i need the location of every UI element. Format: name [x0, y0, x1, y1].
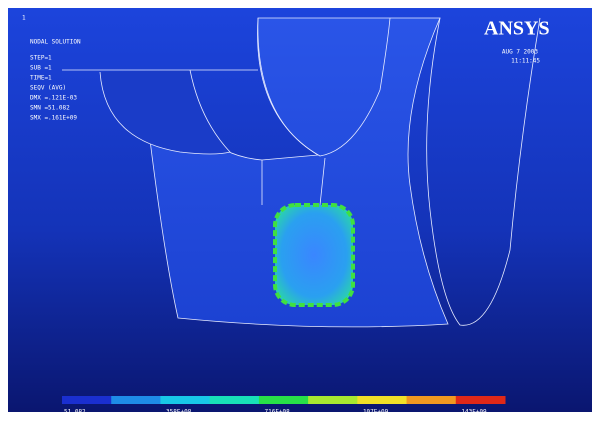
page: 1 NODAL SOLUTION STEP=1 SUB =1 TIME=1 SEQV (… [0, 0, 601, 436]
legend-swatch [407, 396, 457, 404]
window-number: 1 [22, 15, 26, 22]
legend-label: .125E+09 [409, 418, 438, 425]
legend-swatch [62, 396, 112, 404]
legend-label: .161E+09 [507, 418, 536, 425]
info-line: TIME=1 [30, 75, 52, 82]
legend-swatch [160, 396, 210, 404]
info-line: SMX =.161E+09 [30, 115, 77, 122]
info-line: STEP=1 [30, 55, 52, 62]
legend-swatch [259, 396, 309, 404]
info-line: NODAL SOLUTION [30, 39, 81, 46]
time: 11:11:45 [511, 58, 540, 65]
stress-concentration [275, 205, 353, 305]
brand: ANSYS [484, 18, 550, 40]
legend-label: 51.082 [64, 409, 86, 416]
legend-swatch [111, 396, 161, 404]
info-line: DMX =.121E-03 [30, 95, 77, 102]
info-line: SEQV (AVG) [30, 85, 66, 92]
legend-swatch [357, 396, 407, 404]
legend-swatch [456, 396, 506, 404]
info-line: SMN =51.082 [30, 105, 70, 112]
legend-label: .537E+08 [212, 418, 241, 425]
legend-label: .358E+08 [162, 409, 191, 416]
info-line: SUB =1 [30, 65, 52, 72]
legend-swatch [210, 396, 260, 404]
date: AUG 7 2003 [502, 49, 539, 56]
legend-label: .143E+09 [458, 409, 487, 416]
screenshot: 1 NODAL SOLUTION STEP=1 SUB =1 TIME=1 SEQV (… [0, 0, 601, 436]
legend-label: .716E+08 [261, 409, 290, 416]
legend-label: .107E+09 [359, 409, 388, 416]
legend-label: .179E+08 [113, 418, 142, 425]
legend-swatch [308, 396, 358, 404]
legend-label: .894E+08 [310, 418, 339, 425]
